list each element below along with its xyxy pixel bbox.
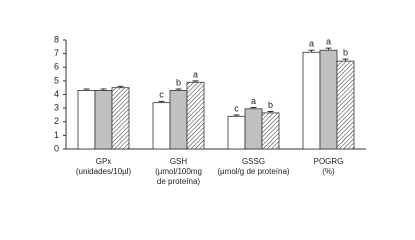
bar bbox=[111, 87, 130, 150]
bar bbox=[169, 90, 188, 150]
group-letter: a bbox=[326, 37, 331, 47]
y-tick-label: 3 bbox=[54, 103, 59, 113]
error-bar bbox=[83, 88, 90, 91]
y-tick-label: 5 bbox=[54, 75, 59, 85]
chart-svg: 0 1 2 3 4 5 6 7 8 c b a c a b a a b bbox=[54, 34, 366, 153]
error-bar bbox=[267, 111, 274, 113]
bar bbox=[261, 112, 280, 150]
group-letter: a bbox=[309, 39, 314, 49]
error-bar bbox=[175, 88, 182, 91]
bar bbox=[77, 90, 96, 150]
bar bbox=[302, 51, 321, 150]
bar bbox=[186, 81, 205, 150]
group-letter: c bbox=[159, 90, 164, 100]
error-bar bbox=[233, 114, 240, 117]
error-bar bbox=[250, 106, 257, 109]
y-tick-label: 4 bbox=[54, 89, 59, 99]
error-bar bbox=[308, 49, 315, 53]
bar bbox=[319, 49, 338, 150]
y-tick-label: 1 bbox=[54, 130, 59, 140]
y-tick-label: 8 bbox=[54, 34, 59, 44]
group-letter: a bbox=[193, 69, 198, 79]
y-tick-label: 2 bbox=[54, 116, 59, 126]
bar bbox=[227, 115, 246, 150]
group-letter: c bbox=[234, 103, 239, 113]
y-tick-label: 0 bbox=[54, 143, 59, 153]
group-letter: b bbox=[268, 100, 273, 110]
group-letter: b bbox=[343, 47, 348, 57]
error-bar bbox=[325, 47, 332, 51]
bar bbox=[244, 108, 263, 150]
error-bar bbox=[117, 85, 124, 88]
bar bbox=[336, 60, 355, 150]
error-bar bbox=[192, 80, 199, 83]
y-tick-label: 6 bbox=[54, 62, 59, 72]
error-bar bbox=[100, 88, 107, 91]
x-tick-label: GSH (µmol/100mg de proteína) bbox=[155, 157, 202, 186]
x-tick-label: POGRG (%) bbox=[313, 157, 344, 176]
group-letter: b bbox=[176, 77, 181, 87]
chart: 0 1 2 3 4 5 6 7 8 c b a c a b a a b GPx (unidades/10µl) GS… bbox=[54, 34, 366, 186]
x-tick-label: GSSG (µmol/g de proteína) bbox=[217, 157, 290, 176]
error-bar bbox=[342, 58, 349, 62]
error-bar bbox=[158, 100, 165, 103]
bar bbox=[94, 90, 113, 150]
x-tick-label: GPx (unidades/10µl) bbox=[75, 157, 132, 176]
bar bbox=[152, 102, 171, 150]
group-letter: a bbox=[251, 96, 256, 106]
y-tick-label: 7 bbox=[54, 48, 59, 58]
